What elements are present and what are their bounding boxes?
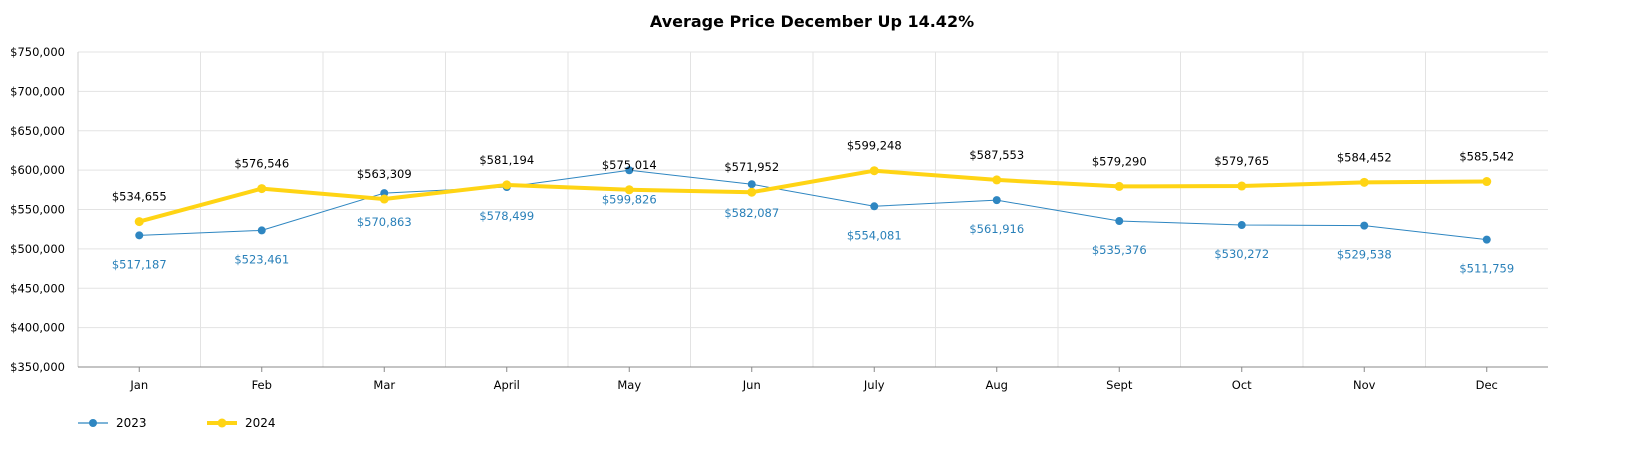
y-tick-label: $450,000: [10, 281, 65, 295]
axes: $350,000 $400,000 $450,000 $500,000 $550,000…: [10, 45, 1548, 392]
series-line-2023: [138, 169, 1488, 241]
x-tick-label: Feb: [252, 378, 272, 392]
legend-label-2023: 2023: [116, 416, 147, 430]
y-tick-label: $350,000: [10, 360, 65, 374]
data-point-2023[interactable]: [135, 231, 144, 240]
legend-label-2024: 2024: [245, 416, 276, 430]
x-tick-label: Oct: [1232, 378, 1252, 392]
x-tick-label: Jan: [129, 378, 148, 392]
data-label-2023: $599,826: [602, 192, 657, 206]
legend-marker-2023: [89, 419, 97, 427]
data-point-2024[interactable]: [747, 187, 757, 197]
series-layer: [134, 166, 1492, 244]
chart-title: Average Price December Up 14.42%: [650, 12, 974, 31]
data-label-2023: $570,863: [357, 215, 412, 229]
data-label-2024: $563,309: [357, 167, 412, 181]
y-tick-label: $550,000: [10, 203, 65, 217]
data-label-2023: $530,272: [1214, 247, 1269, 261]
data-point-2023[interactable]: [747, 180, 756, 189]
data-point-2024[interactable]: [134, 217, 144, 227]
data-point-2023[interactable]: [1482, 235, 1491, 244]
data-point-2023[interactable]: [992, 196, 1001, 205]
legend-item-2023[interactable]: 2023: [78, 416, 147, 430]
data-point-2024[interactable]: [1114, 181, 1124, 191]
data-label-2023: $554,081: [847, 228, 902, 242]
y-tick-label: $400,000: [10, 321, 65, 335]
data-label-2023: $582,087: [724, 206, 779, 220]
data-point-2024[interactable]: [869, 166, 879, 176]
data-label-2023: $561,916: [969, 222, 1024, 236]
x-tick-label: April: [494, 378, 520, 392]
x-tick-label: Nov: [1353, 378, 1376, 392]
data-label-2024: $579,290: [1092, 154, 1147, 168]
data-point-2024[interactable]: [992, 175, 1002, 185]
data-point-2024[interactable]: [502, 180, 512, 190]
data-point-2024[interactable]: [379, 194, 389, 204]
x-tick-label: Mar: [373, 378, 395, 392]
data-label-2024: $587,553: [969, 148, 1024, 162]
data-labels: $534,655 $576,546 $563,309 $581,194 $575,014…: [112, 139, 1514, 276]
grid: [78, 51, 1548, 368]
x-tick-label: May: [617, 378, 641, 392]
data-label-2023: $511,759: [1459, 262, 1514, 276]
legend-marker-2024: [217, 418, 227, 428]
data-label-2024: $575,014: [602, 158, 657, 172]
data-label-2023: $535,376: [1092, 243, 1147, 257]
x-tick-label: Dec: [1476, 378, 1498, 392]
data-label-2024: $534,655: [112, 190, 167, 204]
data-point-2024[interactable]: [1359, 177, 1369, 187]
x-tick-label: Sept: [1106, 378, 1133, 392]
series-line-2024: [137, 168, 1489, 224]
data-label-2023: $578,499: [479, 209, 534, 223]
x-tick-label: Aug: [986, 378, 1008, 392]
data-label-2024: $576,546: [234, 157, 289, 171]
data-label-2023: $517,187: [112, 257, 167, 271]
data-point-2023[interactable]: [1115, 217, 1124, 226]
data-point-2023[interactable]: [625, 166, 634, 175]
y-tick-label: $650,000: [10, 124, 65, 138]
y-tick-label: $500,000: [10, 242, 65, 256]
data-label-2024: $579,765: [1214, 154, 1269, 168]
y-tick-label: $750,000: [10, 45, 65, 59]
data-point-2024[interactable]: [1482, 177, 1492, 187]
data-label-2024: $584,452: [1337, 150, 1392, 164]
x-tick-label: Jun: [742, 378, 761, 392]
data-point-2023[interactable]: [870, 202, 879, 211]
x-tick-label: July: [863, 378, 885, 392]
data-point-2023[interactable]: [1360, 221, 1369, 230]
y-tick-label: $700,000: [10, 84, 65, 98]
data-point-2024[interactable]: [1237, 181, 1247, 191]
legend-item-2024[interactable]: 2024: [207, 416, 276, 430]
data-label-2024: $571,952: [724, 160, 779, 174]
data-point-2023[interactable]: [1237, 221, 1246, 230]
data-point-2024[interactable]: [257, 184, 267, 194]
data-label-2024: $585,542: [1459, 150, 1514, 164]
data-label-2023: $523,461: [234, 252, 289, 266]
data-label-2023: $529,538: [1337, 248, 1392, 262]
data-label-2024: $599,248: [847, 139, 902, 153]
data-label-2024: $581,194: [479, 153, 534, 167]
data-point-2024[interactable]: [624, 185, 634, 195]
y-tick-label: $600,000: [10, 163, 65, 177]
data-point-2023[interactable]: [257, 226, 266, 235]
legend[interactable]: 2023 2024: [78, 416, 276, 430]
